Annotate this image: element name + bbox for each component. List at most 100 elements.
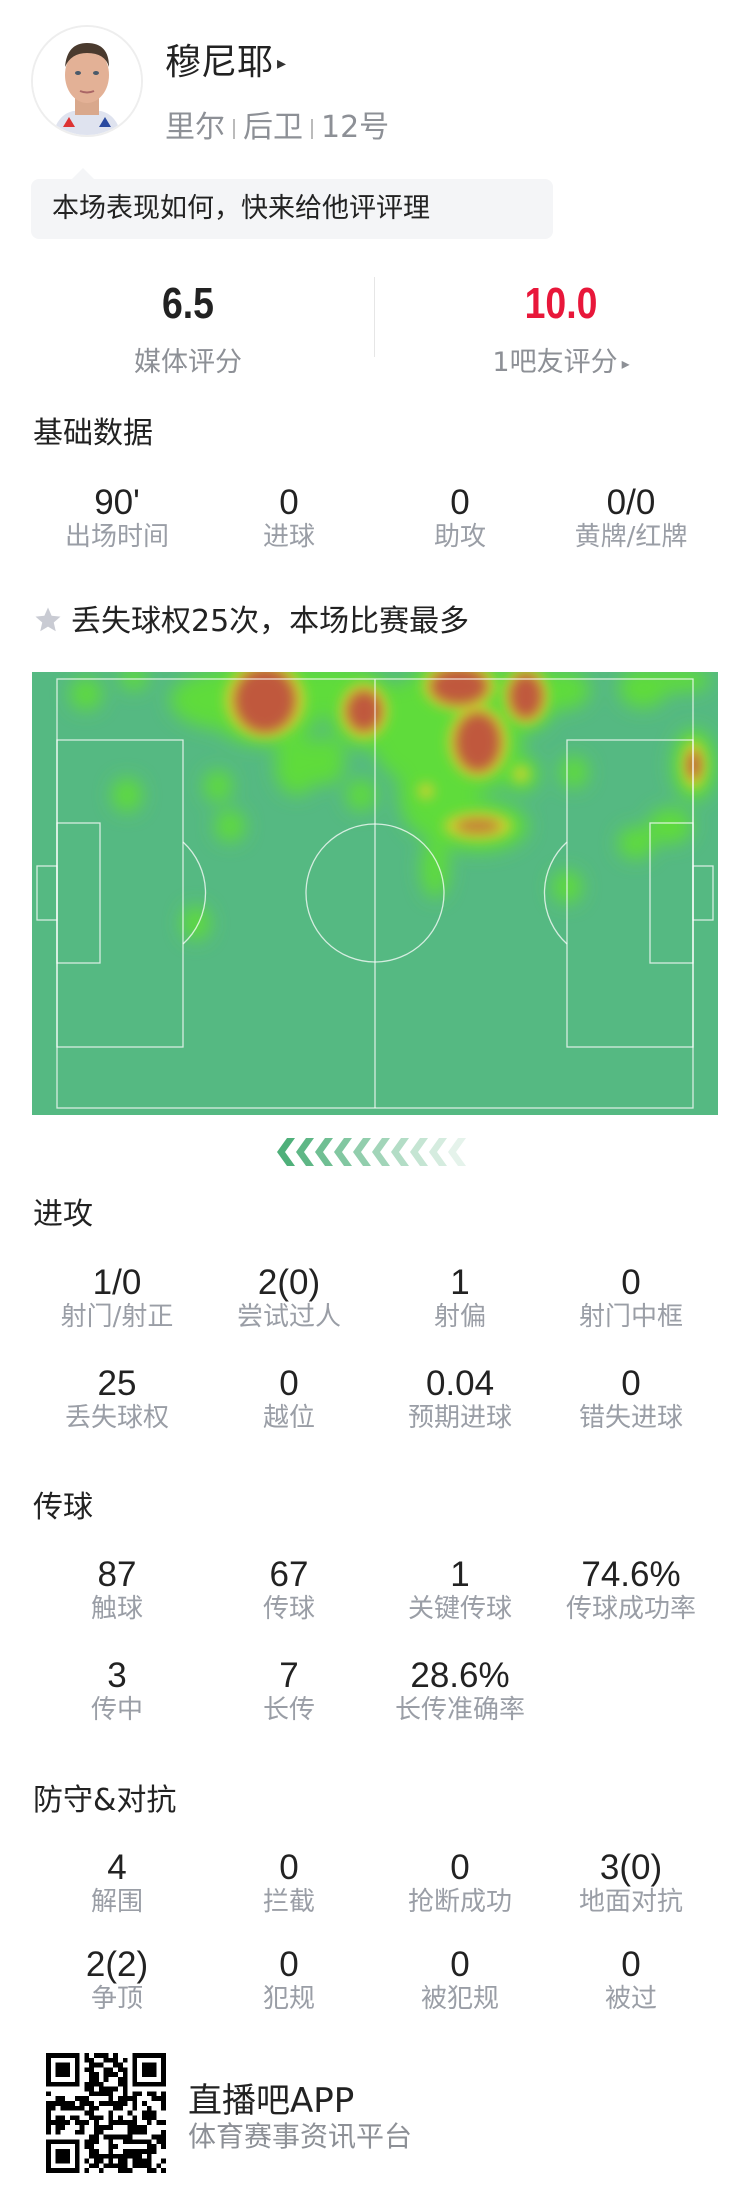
stat-value: 0: [450, 1848, 470, 1887]
stat-value: 0/0: [606, 483, 656, 522]
chevron-left-icon: [429, 1138, 447, 1166]
stat-value: 0: [279, 1848, 299, 1887]
stat-label: 解围: [90, 1887, 143, 1917]
app-tagline: 体育赛事资讯平台: [188, 2120, 413, 2153]
player-photo-icon: [33, 27, 141, 135]
stat-value: 2(0): [257, 1263, 321, 1302]
stat-label: 助攻: [433, 522, 486, 552]
heat-spot: [112, 778, 142, 812]
stat-label: 拦截: [262, 1887, 315, 1917]
fan-rating-value: 10.0: [524, 279, 598, 328]
heat-spot: [431, 672, 487, 704]
stat-label: 犯规: [262, 1984, 315, 2014]
section-heading: 防守&对抗: [33, 1783, 177, 1818]
player-name[interactable]: 穆尼耶 ▸: [165, 40, 286, 87]
heat-spot: [120, 672, 148, 690]
section-heading: 进攻: [33, 1197, 93, 1232]
stat-label: 进球: [262, 522, 315, 552]
heat-spot: [215, 810, 245, 842]
stat-value: 90': [94, 483, 140, 522]
chevron-left-icon: [334, 1138, 352, 1166]
bubble-pointer: [72, 168, 94, 179]
heat-spot: [370, 680, 450, 780]
heat-spot: [648, 808, 692, 844]
player-avatar[interactable]: [31, 25, 143, 137]
heat-spot: [418, 783, 434, 799]
heat-spot: [347, 691, 381, 731]
stat-value: 7: [279, 1656, 299, 1695]
media-rating-value: 6.5: [161, 279, 214, 328]
stat-label: 传球: [262, 1594, 315, 1624]
app-name: 直播吧APP: [188, 2081, 355, 2121]
heat-spot: [204, 770, 232, 802]
chevron-left-icon: [353, 1138, 371, 1166]
chevron-left-icon: [277, 1138, 295, 1166]
stat-value: 0: [279, 1364, 299, 1403]
stat-value: 0: [621, 1263, 641, 1302]
stat-label: 预期进球: [407, 1403, 512, 1433]
chevron-left-icon: [372, 1138, 390, 1166]
heat-spot: [456, 713, 500, 771]
rate-prompt-bubble[interactable]: [31, 179, 553, 239]
player-position: 后卫: [243, 110, 303, 145]
heat-spot: [275, 735, 319, 795]
stat-value: 74.6%: [581, 1555, 681, 1594]
heat-spot: [513, 766, 529, 782]
rate-prompt-text: 本场表现如何，快来给他评评理: [52, 193, 430, 224]
stat-value: 0: [279, 1945, 299, 1984]
star-icon: [35, 607, 61, 632]
heat-spot: [650, 672, 710, 692]
highlight-line: 丢失球权25次，本场比赛最多: [33, 602, 469, 642]
stat-label: 争顶: [90, 1984, 143, 2014]
chevron-left-icon: [410, 1138, 428, 1166]
stat-value: 3: [107, 1656, 127, 1695]
stat-label: 被犯规: [420, 1984, 499, 2014]
basic-data-heading: 基础数据: [33, 416, 153, 451]
stat-value: 87: [97, 1555, 137, 1594]
divider: [311, 118, 313, 139]
caret-right-icon: ▸: [621, 353, 630, 373]
heat-spot: [688, 751, 700, 779]
stat-label: 地面对抗: [578, 1887, 683, 1917]
stat-value: 3(0): [599, 1848, 663, 1887]
highlight-text: 丢失球权25次，本场比赛最多: [71, 604, 470, 639]
stat-value: 0: [621, 1945, 641, 1984]
heatmap-pitch: [32, 672, 718, 1115]
stat-label: 丢失球权: [64, 1403, 169, 1433]
heat-spot: [618, 827, 654, 859]
rating-divider: [374, 277, 375, 357]
stat-value: 0.04: [425, 1364, 495, 1403]
chevron-left-icon: [315, 1138, 333, 1166]
stat-value: 0: [450, 1945, 470, 1984]
stat-value: 1: [450, 1263, 470, 1302]
player-info: 里尔 后卫 12号: [165, 108, 389, 148]
stat-value: 2(2): [85, 1945, 149, 1984]
stat-value: 1/0: [92, 1263, 142, 1302]
pitch-lines: [36, 678, 714, 1109]
team-name: 里尔: [165, 110, 225, 145]
stat-label: 关键传球: [407, 1594, 512, 1624]
stat-label: 传球成功率: [565, 1594, 696, 1624]
attack-direction-arrows: [277, 1138, 466, 1166]
stat-label: 越位: [262, 1403, 315, 1433]
stat-value: 28.6%: [410, 1656, 510, 1695]
heat-spot: [421, 838, 449, 898]
stat-label: 长传准确率: [394, 1695, 525, 1725]
stat-label: 射门/射正: [60, 1302, 174, 1332]
player-number: 12号: [321, 110, 390, 145]
fan-rating-button[interactable]: 1吧友评分 ▸: [411, 344, 711, 383]
stat-label: 传中: [90, 1695, 143, 1725]
chevron-left-icon: [296, 1138, 314, 1166]
heat-spot: [182, 906, 210, 940]
stat-label: 抢断成功: [407, 1887, 512, 1917]
caret-right-icon: ▸: [277, 53, 287, 74]
chevron-left-icon: [448, 1138, 466, 1166]
stat-value: 1: [450, 1555, 470, 1594]
stat-label: 尝试过人: [236, 1302, 341, 1332]
stat-label: 射门中框: [578, 1302, 683, 1332]
heat-layer-high: [235, 672, 700, 833]
stat-label: 触球: [90, 1594, 143, 1624]
divider: [233, 118, 235, 139]
stat-value: 4: [107, 1848, 127, 1887]
stat-label: 出场时间: [64, 522, 169, 552]
